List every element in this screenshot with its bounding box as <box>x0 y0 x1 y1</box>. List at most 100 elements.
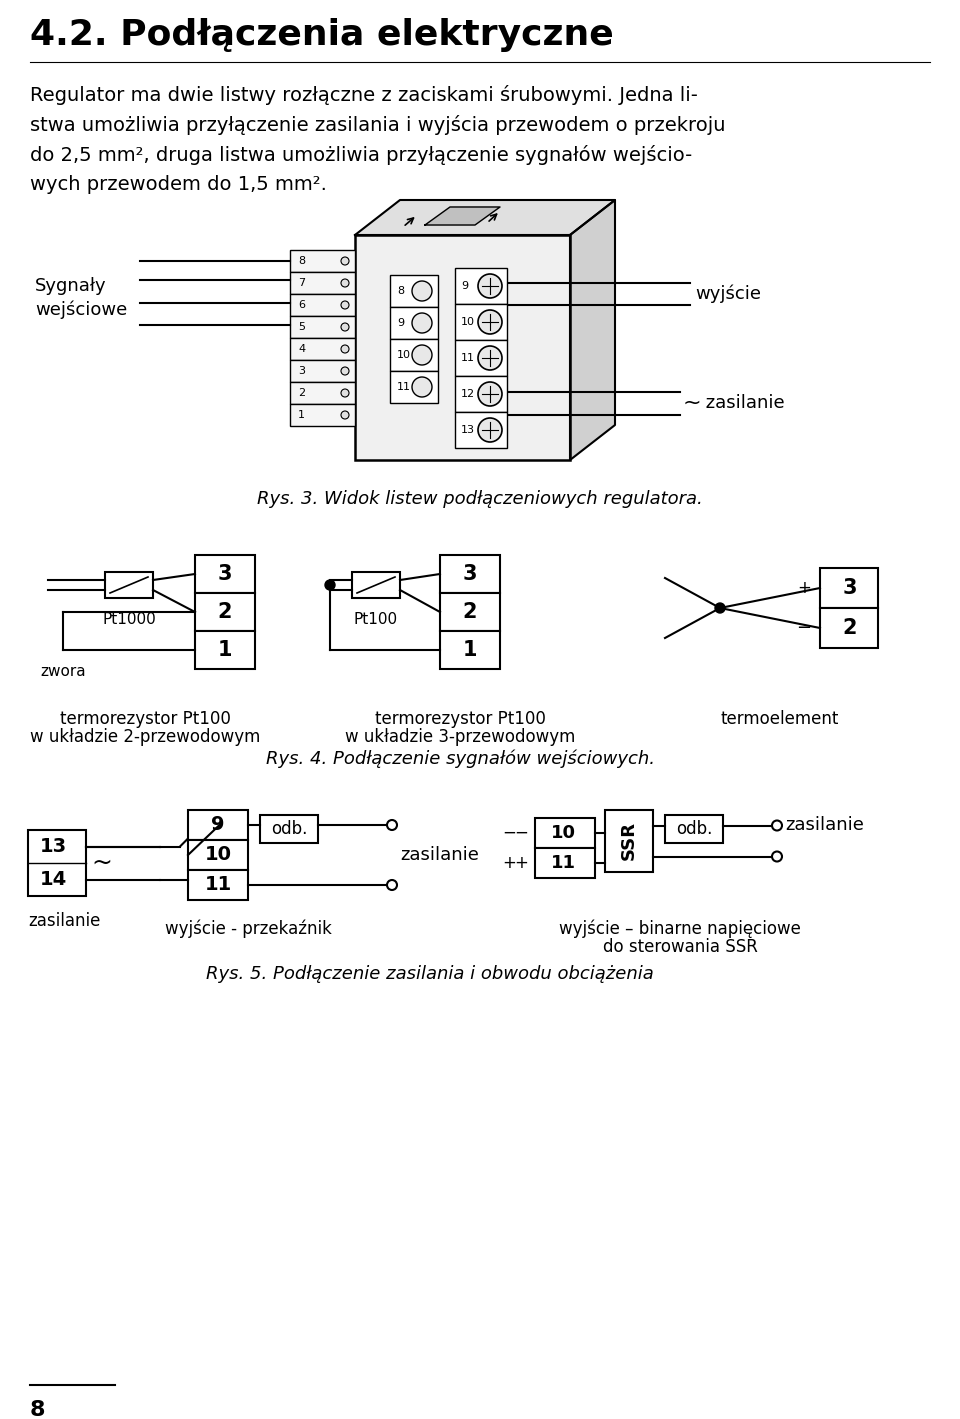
Text: zasilanie: zasilanie <box>785 816 864 834</box>
Circle shape <box>325 580 335 590</box>
Text: termoelement: termoelement <box>721 710 839 728</box>
Text: 7: 7 <box>298 278 305 288</box>
Bar <box>440 555 500 593</box>
Circle shape <box>478 346 502 370</box>
Circle shape <box>341 412 349 419</box>
Text: 2: 2 <box>218 602 232 622</box>
Bar <box>390 339 438 370</box>
Text: ~: ~ <box>91 851 112 876</box>
Circle shape <box>772 820 782 830</box>
Circle shape <box>341 324 349 331</box>
Text: 13: 13 <box>40 837 67 856</box>
Text: 8: 8 <box>30 1401 45 1419</box>
Text: wych przewodem do 1,5 mm².: wych przewodem do 1,5 mm². <box>30 175 326 194</box>
Text: Regulator ma dwie listwy rozłączne z zaciskami śrubowymi. Jedna li-: Regulator ma dwie listwy rozłączne z zac… <box>30 85 698 105</box>
Text: 9: 9 <box>397 318 404 328</box>
Bar <box>355 236 570 460</box>
Circle shape <box>341 301 349 309</box>
Bar <box>195 593 255 631</box>
Text: 13: 13 <box>461 426 475 436</box>
Circle shape <box>341 280 349 287</box>
Text: 10: 10 <box>204 846 231 864</box>
Circle shape <box>412 345 432 365</box>
Text: termorezystor Pt100: termorezystor Pt100 <box>60 710 230 728</box>
Bar <box>535 817 595 849</box>
Text: 1: 1 <box>218 640 232 660</box>
Bar <box>820 568 878 607</box>
Bar <box>28 830 86 895</box>
Text: 11: 11 <box>550 854 575 873</box>
Text: 12: 12 <box>461 389 475 399</box>
Bar <box>290 316 355 338</box>
Bar <box>188 870 248 900</box>
Bar <box>352 572 400 597</box>
Text: 11: 11 <box>461 353 475 363</box>
Text: 5: 5 <box>298 322 305 332</box>
Text: zasilanie: zasilanie <box>28 912 101 929</box>
Text: do 2,5 mm², druga listwa umożliwia przyłączenie sygnałów wejścio-: do 2,5 mm², druga listwa umożliwia przył… <box>30 145 692 165</box>
Circle shape <box>478 419 502 441</box>
Text: 14: 14 <box>40 870 67 888</box>
Text: termorezystor Pt100: termorezystor Pt100 <box>374 710 545 728</box>
Text: do sterowania SSR: do sterowania SSR <box>603 938 757 956</box>
Text: odb.: odb. <box>271 820 307 839</box>
Text: 2: 2 <box>843 619 857 639</box>
Bar <box>665 815 723 843</box>
Bar <box>188 810 248 840</box>
Text: 1: 1 <box>463 640 477 660</box>
Bar <box>290 250 355 272</box>
Text: −: − <box>797 619 811 637</box>
Text: 10: 10 <box>550 824 575 841</box>
Bar <box>260 815 318 843</box>
Bar <box>290 338 355 360</box>
Text: 8: 8 <box>298 255 305 265</box>
Text: Pt1000: Pt1000 <box>102 612 156 627</box>
Bar <box>440 593 500 631</box>
Text: SSR: SSR <box>620 822 638 860</box>
Text: −: − <box>502 824 516 841</box>
Text: wyjście - przekaźnik: wyjście - przekaźnik <box>164 920 331 938</box>
Text: 10: 10 <box>397 350 411 360</box>
Bar <box>290 404 355 426</box>
Text: w układzie 2-przewodowym: w układzie 2-przewodowym <box>30 728 260 746</box>
Text: 3: 3 <box>218 563 232 585</box>
Text: Rys. 3. Widok listew podłączeniowych regulatora.: Rys. 3. Widok listew podłączeniowych reg… <box>257 490 703 508</box>
Text: Rys. 5. Podłączenie zasilania i obwodu obciążenia: Rys. 5. Podłączenie zasilania i obwodu o… <box>206 965 654 983</box>
Text: ~: ~ <box>683 393 702 413</box>
Text: 3: 3 <box>463 563 477 585</box>
Bar <box>455 341 507 376</box>
Bar <box>820 607 878 648</box>
Text: +: + <box>797 579 811 597</box>
Circle shape <box>387 820 397 830</box>
Circle shape <box>478 274 502 298</box>
Bar <box>290 272 355 294</box>
Bar <box>290 360 355 382</box>
Text: 10: 10 <box>461 316 475 326</box>
Text: Rys. 4. Podłączenie sygnałów wejściowych.: Rys. 4. Podłączenie sygnałów wejściowych… <box>266 751 655 769</box>
Circle shape <box>715 603 725 613</box>
Text: 4: 4 <box>298 343 305 353</box>
Bar <box>195 555 255 593</box>
Text: Pt100: Pt100 <box>354 612 398 627</box>
Text: 11: 11 <box>204 876 231 894</box>
Bar <box>605 810 653 873</box>
Bar <box>535 849 595 878</box>
Text: −: − <box>514 824 528 841</box>
Polygon shape <box>570 200 615 460</box>
Text: odb.: odb. <box>676 820 712 839</box>
Text: 11: 11 <box>397 382 411 392</box>
Text: 4.2. Podłączenia elektryczne: 4.2. Podłączenia elektryczne <box>30 18 613 53</box>
Text: zwora: zwora <box>40 664 85 680</box>
Circle shape <box>341 257 349 265</box>
Bar <box>390 370 438 403</box>
Circle shape <box>412 314 432 333</box>
Circle shape <box>412 377 432 397</box>
Bar <box>290 294 355 316</box>
Bar <box>195 631 255 668</box>
Bar <box>440 631 500 668</box>
Text: 3: 3 <box>843 578 857 597</box>
Text: 2: 2 <box>463 602 477 622</box>
Bar <box>290 382 355 404</box>
Bar <box>455 412 507 448</box>
Circle shape <box>341 389 349 397</box>
